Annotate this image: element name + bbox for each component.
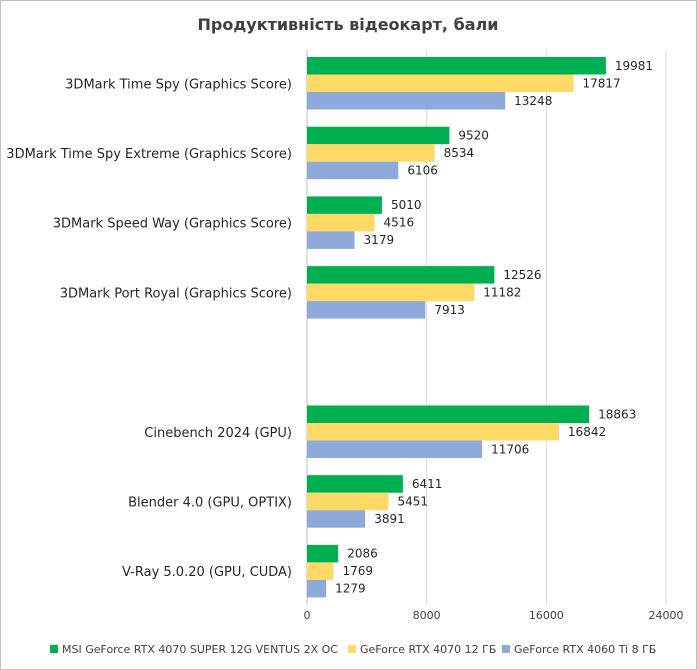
value-label: 12526 xyxy=(503,268,541,282)
chart-title: Продуктивність відеокарт, бали xyxy=(198,15,499,34)
bar xyxy=(307,92,506,110)
value-label: 1769 xyxy=(342,564,373,578)
value-label: 4516 xyxy=(384,216,415,230)
bar xyxy=(307,57,606,75)
category-label: V-Ray 5.0.20 (GPU, CUDA) xyxy=(122,565,292,580)
bar xyxy=(307,492,389,511)
value-label: 5010 xyxy=(391,198,422,212)
value-label: 5451 xyxy=(398,494,429,508)
value-label: 11706 xyxy=(491,442,529,456)
legend-swatch xyxy=(348,645,356,653)
bar xyxy=(307,562,334,580)
legend: MSI GeForce RTX 4070 SUPER 12G VENTUS 2X… xyxy=(50,643,656,656)
value-label: 6411 xyxy=(412,477,443,491)
value-label: 1279 xyxy=(335,582,366,596)
bar xyxy=(307,423,559,441)
value-label: 8534 xyxy=(444,146,475,160)
value-labels: 19981 17817 13248 9520 8534 6106 5010 4516 3179 1… xyxy=(335,59,653,596)
category-labels: 3DMark Time Spy (Graphics Score) 3DMark T… xyxy=(6,77,292,580)
value-label: 3179 xyxy=(364,233,395,247)
bar xyxy=(307,161,399,180)
bar xyxy=(307,544,339,563)
value-label: 6106 xyxy=(407,163,438,177)
value-label: 2086 xyxy=(347,547,378,561)
x-tick-label: 16000 xyxy=(529,609,564,622)
legend-label: GeForce RTX 4060 Ti 8 ГБ xyxy=(514,643,656,656)
bar xyxy=(307,74,574,92)
bar xyxy=(307,283,475,302)
legend-swatch xyxy=(50,645,58,653)
x-axis-ticks: 0 8000 16000 24000 xyxy=(304,609,684,622)
value-label: 7913 xyxy=(434,303,465,317)
category-label: Blender 4.0 (GPU, OPTIX) xyxy=(128,495,292,510)
category-label: 3DMark Speed Way (Graphics Score) xyxy=(53,217,292,232)
bar xyxy=(307,266,495,284)
bar xyxy=(307,405,590,423)
value-label: 17817 xyxy=(583,76,621,90)
value-label: 9520 xyxy=(458,128,489,142)
bar xyxy=(307,475,403,493)
bar xyxy=(307,126,450,145)
legend-label: MSI GeForce RTX 4070 SUPER 12G VENTUS 2X… xyxy=(62,643,338,656)
value-label: 19981 xyxy=(615,59,653,73)
x-tick-label: 0 xyxy=(304,609,311,622)
value-label: 16842 xyxy=(568,425,606,439)
bars xyxy=(307,57,606,598)
value-label: 18863 xyxy=(598,407,636,421)
legend-label: GeForce RTX 4070 12 ГБ xyxy=(360,643,496,656)
value-label: 11182 xyxy=(483,285,521,299)
bar xyxy=(307,231,355,249)
bar xyxy=(307,510,366,528)
bar xyxy=(307,301,426,319)
x-tick-label: 24000 xyxy=(649,609,684,622)
value-label: 3891 xyxy=(374,512,405,526)
legend-swatch xyxy=(502,645,510,653)
bar xyxy=(307,579,327,598)
bar xyxy=(307,213,375,232)
x-tick-label: 8000 xyxy=(413,609,441,622)
value-label: 13248 xyxy=(514,94,552,108)
category-label: 3DMark Time Spy Extreme (Graphics Score) xyxy=(6,147,292,162)
category-label: Cinebench 2024 (GPU) xyxy=(144,426,292,441)
category-label: 3DMark Time Spy (Graphics Score) xyxy=(65,77,292,92)
category-label: 3DMark Port Royal (Graphics Score) xyxy=(60,286,292,301)
bar xyxy=(307,144,435,162)
bar xyxy=(307,440,483,458)
bar xyxy=(307,196,382,214)
